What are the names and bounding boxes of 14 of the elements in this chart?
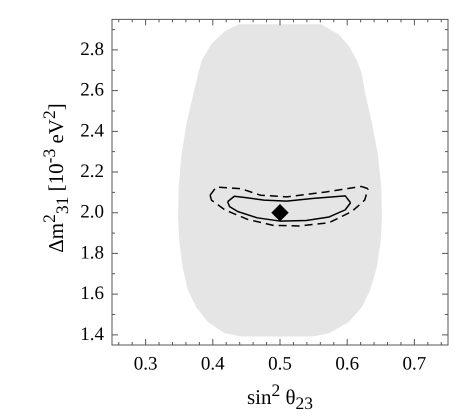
y-tick-label: 2.4 bbox=[80, 120, 104, 142]
x-axis-title: sin$^{2}$ θ$_{23}$ bbox=[246, 380, 314, 414]
x-tick-label: 0.7 bbox=[402, 353, 426, 374]
y-tick-label: 1.4 bbox=[80, 324, 104, 345]
x-tick-label: 0.5 bbox=[268, 353, 292, 374]
y-tick-label: 1.6 bbox=[80, 283, 104, 304]
y-tick-label: 2.2 bbox=[80, 161, 104, 182]
x-tick-label: 0.4 bbox=[200, 353, 226, 374]
y-tick-label: 2.6 bbox=[80, 80, 104, 101]
y-tick-label: 1.8 bbox=[80, 242, 104, 264]
x-tick-label: 0.6 bbox=[335, 353, 360, 374]
y-tick-label: 2.0 bbox=[80, 202, 104, 223]
x-tick-label: 0.3 bbox=[134, 353, 158, 374]
y-tick-label: 2.8 bbox=[80, 38, 104, 60]
